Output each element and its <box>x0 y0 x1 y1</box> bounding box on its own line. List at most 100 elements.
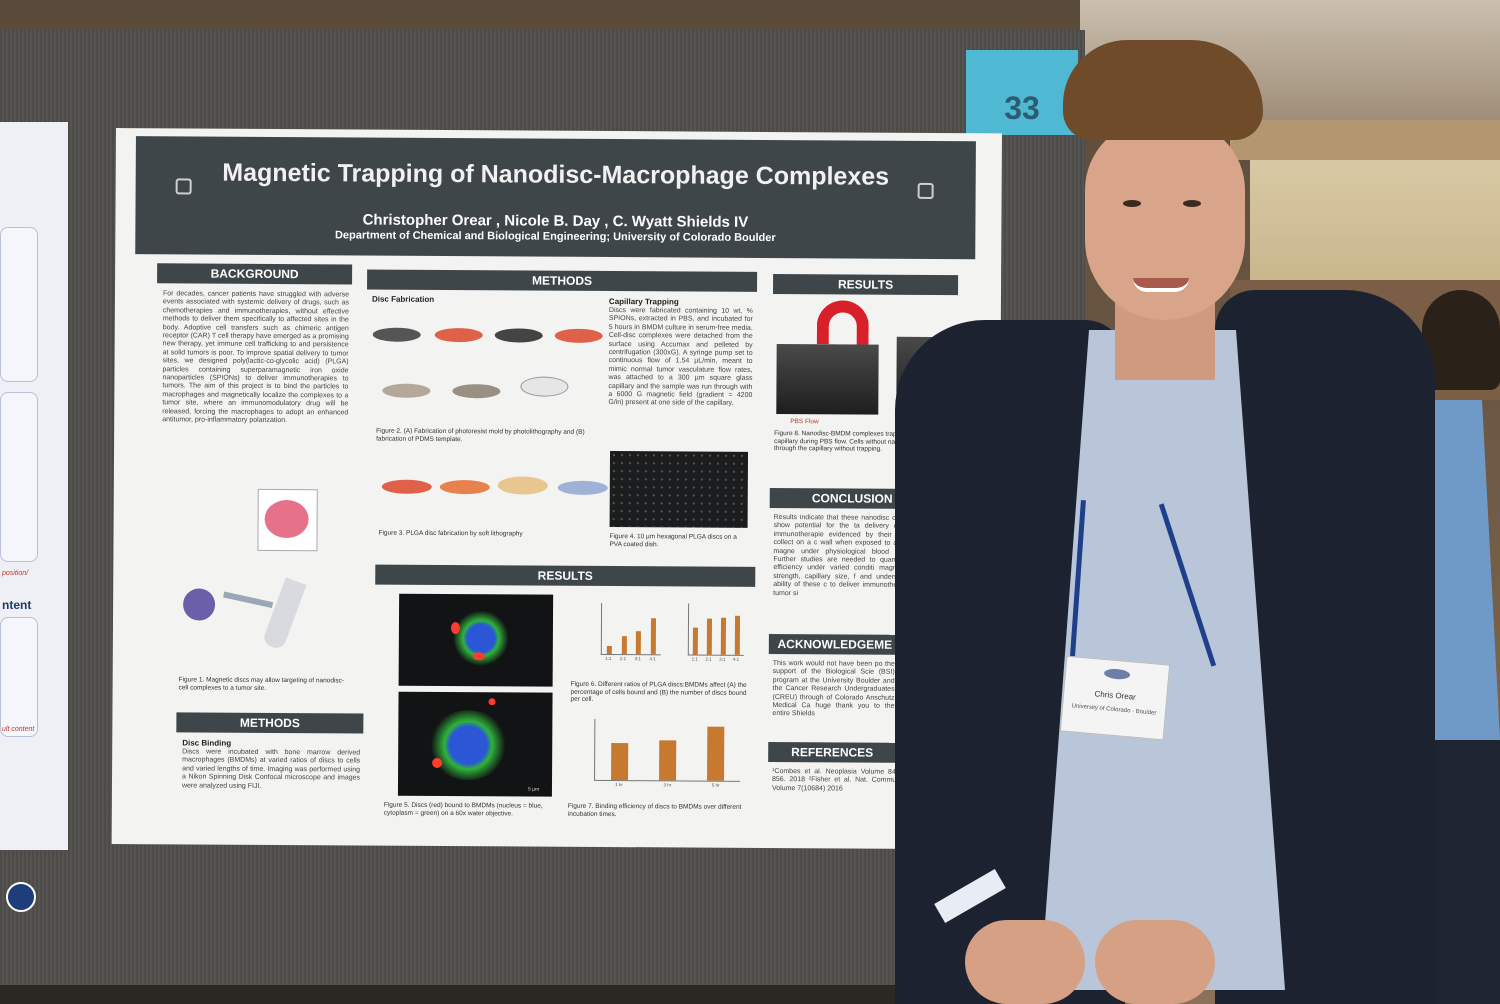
figure3-diagram <box>381 470 612 521</box>
nsf-logo <box>6 882 36 912</box>
chart-tick-label: 3:1 <box>719 656 726 662</box>
acknowledgements-text: This work would not have been po the sup… <box>772 660 895 718</box>
tumor-cell-cluster <box>264 499 309 539</box>
developed-mold-step-icon <box>554 328 603 343</box>
magnet-icon <box>816 300 869 345</box>
presenter-hair <box>1063 40 1263 140</box>
chart-bar <box>707 618 713 655</box>
chart-bar <box>606 646 612 655</box>
references-text: ¹Combes et al. Neoplasia Volume 848-856.… <box>771 768 903 793</box>
chart-tick-label: 4:1 <box>649 656 656 662</box>
pdms-peeling-step-icon <box>452 384 501 399</box>
capillary-image <box>776 344 879 415</box>
research-poster: Magnetic Trapping of Nanodisc-Macrophage… <box>111 128 1002 850</box>
syringe-illustration <box>223 591 274 609</box>
figure3-caption: Figure 3. PLGA disc fabrication by soft … <box>378 529 523 538</box>
window <box>1250 160 1500 280</box>
confocal-image-bottom: 5 µm <box>397 691 553 797</box>
figure1-caption: Figure 1. Magnetic discs may allow targe… <box>178 676 345 692</box>
capillary-trapping-text: Discs were fabricated containing 10 wt. … <box>608 307 753 408</box>
background-heading: BACKGROUND <box>157 263 353 285</box>
figure2-caption: Figure 2. (A) Fabrication of photoresist… <box>376 427 585 443</box>
poster-board-edge <box>0 985 1085 1004</box>
bmdm-cell <box>428 709 509 781</box>
chart-tick-label: 2:1 <box>705 656 712 662</box>
pva-disc-micrograph <box>609 451 749 528</box>
chart-bar <box>693 627 699 655</box>
left-eye <box>1123 200 1141 207</box>
methods-heading: METHODS <box>367 269 758 292</box>
disc-binding-text: Discs were incubated with bone marrow de… <box>181 748 361 790</box>
chart-bar <box>610 743 628 781</box>
presenter-hands <box>965 920 1085 1004</box>
acknowledgements-heading: ACKNOWLEDGEME <box>768 633 901 655</box>
uv-exposure-step-icon <box>494 328 543 343</box>
disc-marker <box>450 622 460 635</box>
wafer-step-icon <box>372 327 421 342</box>
figure6-caption: Figure 6. Different ratios of PLGA discs… <box>570 680 747 703</box>
presenter-face <box>1085 120 1245 320</box>
neighbouring-poster-caption: position/ <box>2 570 29 577</box>
confocal-image-top <box>398 593 554 687</box>
disc-fabrication-label: Disc Fabrication <box>371 294 435 304</box>
references-heading: REFERENCES <box>768 741 897 763</box>
chart-tick-label: 2:1 <box>619 656 627 662</box>
chart-tick-label: 4:1 <box>732 656 740 662</box>
smile <box>1133 278 1189 292</box>
disc-marker <box>472 652 485 661</box>
neighbouring-poster-heading: ntent <box>2 598 32 612</box>
scale-bar-label: 5 µm <box>527 786 540 793</box>
figure5-caption: Figure 5. Discs (red) bound to BMDMs (nu… <box>383 801 543 817</box>
disc-marker <box>488 698 496 706</box>
figure7-caption: Figure 7. Binding efficiency of discs to… <box>567 802 742 818</box>
poster-header: Magnetic Trapping of Nanodisc-Macrophage… <box>135 136 976 260</box>
neighbouring-poster: position/ ntent ult content <box>0 122 68 912</box>
methods-left-heading: METHODS <box>176 712 364 734</box>
background-person-head <box>1422 290 1500 390</box>
plga-cure-step-icon <box>439 479 490 495</box>
figure2-diagram <box>372 320 613 421</box>
neighbouring-poster-panel <box>0 617 38 737</box>
poster-title: Magnetic Trapping of Nanodisc-Macrophage… <box>222 158 890 191</box>
pdms-coating-step-icon <box>382 383 431 398</box>
blood-vessel-illustration <box>261 577 307 651</box>
presenter: Chris Orear University of Colorado - Bou… <box>895 40 1435 1004</box>
chart-bar <box>734 615 740 655</box>
neighbouring-poster-caption: ult content <box>2 726 35 733</box>
neighbouring-poster-panel <box>0 227 38 382</box>
presenter-hands <box>1095 920 1215 1004</box>
disc-marker <box>432 757 443 769</box>
chart-bar <box>720 617 726 655</box>
figure6b-bar-chart: 1:1 2:1 3:1 4:1 <box>687 603 745 662</box>
badge-logo-icon <box>1103 667 1131 681</box>
plga-transfer-step-icon <box>497 476 548 495</box>
chart-tick-label: 1 hr <box>615 782 623 788</box>
macrophage-illustration <box>182 588 216 621</box>
capillary-trapping-label: Capillary Trapping <box>608 297 679 307</box>
chart-tick-label: 1:1 <box>605 655 612 662</box>
disc-binding-label: Disc Binding <box>182 738 232 748</box>
wooden-beam <box>1230 120 1500 160</box>
plga-fill-step-icon <box>381 479 432 494</box>
background-text: For decades, cancer patients have strugg… <box>162 290 350 425</box>
chart-tick-label: 3 hr <box>663 782 672 788</box>
figure6a-bar-chart: 1:1 2:1 3:1 4:1 <box>600 602 662 661</box>
badge-organization: University of Colorado - Boulder <box>1071 703 1157 717</box>
tumor-inset <box>257 488 318 552</box>
neighbouring-poster-panel <box>0 392 38 562</box>
results-center-heading: RESULTS <box>375 564 756 587</box>
chart-bar <box>707 726 725 781</box>
name-badge: Chris Orear University of Colorado - Bou… <box>1059 655 1171 741</box>
pdms-template-icon <box>520 376 569 397</box>
photoresist-step-icon <box>434 327 483 343</box>
figure7-bar-chart: 1 hr 3 hr 5 hr <box>594 718 741 788</box>
chart-tick-label: 3:1 <box>634 656 641 662</box>
figure1-illustration <box>173 488 344 659</box>
figure4-caption: Figure 4. 10 µm hexagonal PLGA discs on … <box>609 533 737 548</box>
right-eye <box>1183 200 1201 207</box>
chart-bar <box>621 636 627 655</box>
badge-name: Chris Orear <box>1094 689 1137 702</box>
chart-tick-label: 1:1 <box>691 656 698 662</box>
chart-bar <box>650 618 657 655</box>
chart-tick-label: 5 hr <box>711 782 720 788</box>
